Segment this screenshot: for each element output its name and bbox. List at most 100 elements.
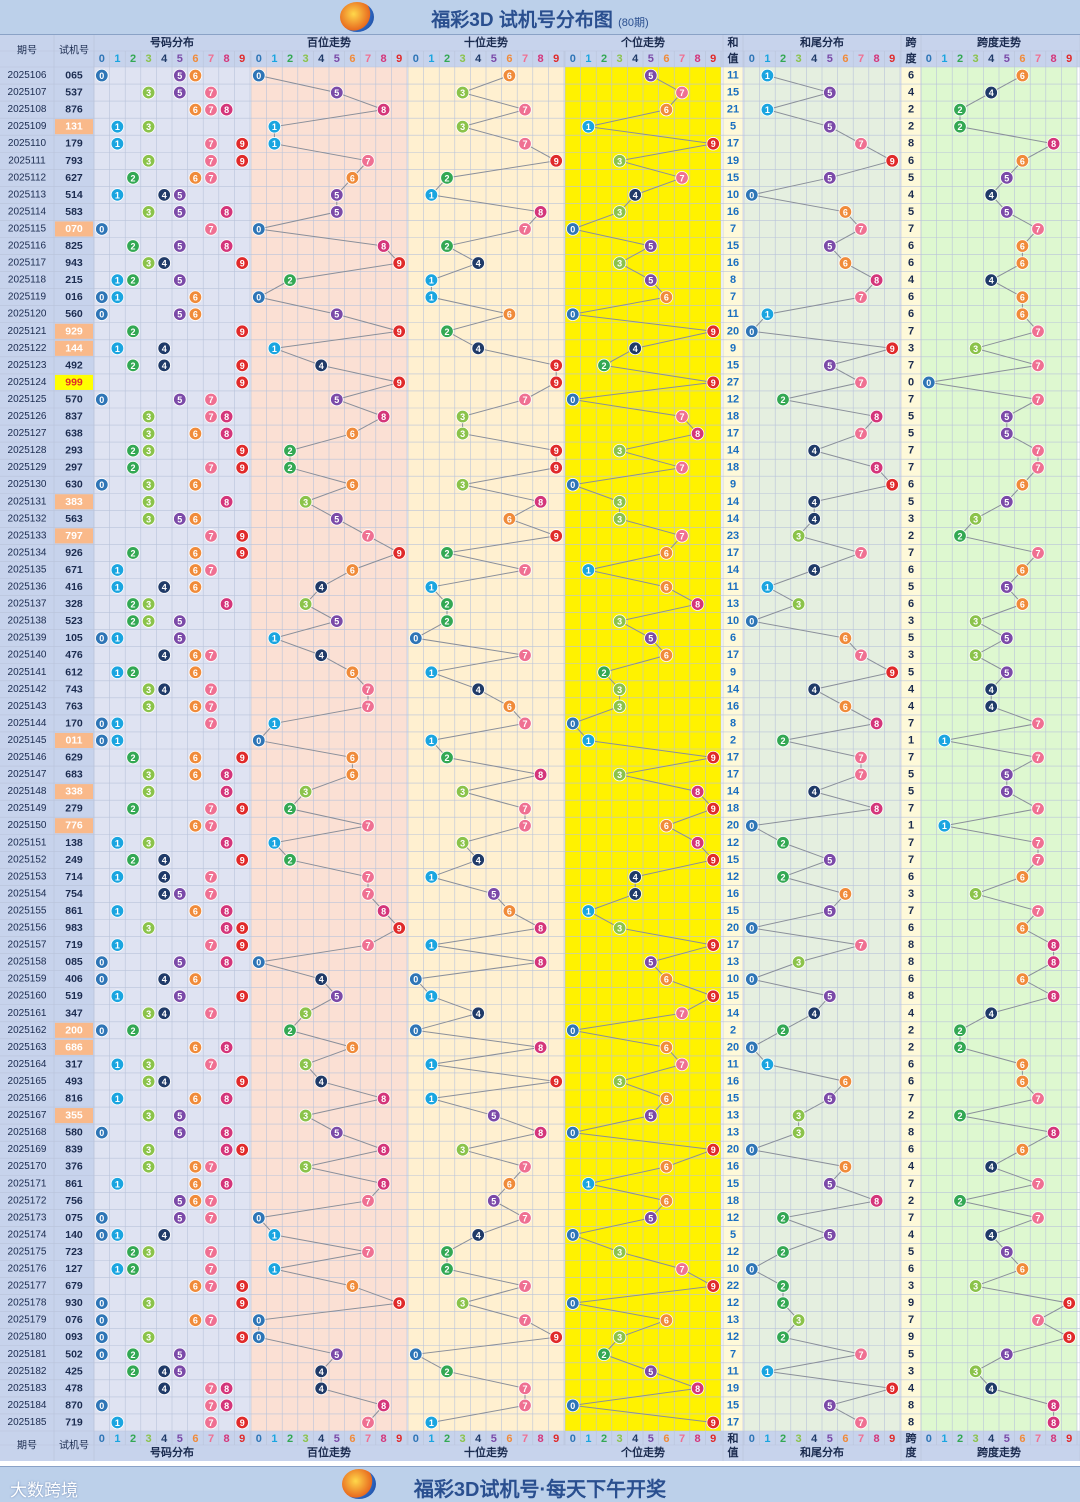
tens-ball: 3: [455, 1296, 470, 1310]
svg-text:7: 7: [1035, 327, 1040, 337]
span-ball: 9: [1062, 1296, 1076, 1310]
tens-ball: 8: [533, 767, 548, 782]
units-ball: 9: [706, 853, 720, 867]
header-digit: 4: [632, 1433, 639, 1445]
header-hund: 百位走势: [307, 1445, 351, 1459]
svg-text:3: 3: [617, 446, 622, 456]
svg-text:9: 9: [240, 1282, 245, 1292]
dist-ball: 6: [188, 1313, 203, 1327]
tail-ball: 6: [838, 256, 853, 270]
hundreds-ball: 3: [298, 1057, 313, 1072]
svg-text:5: 5: [334, 88, 339, 98]
units-ball: 0: [566, 1398, 580, 1413]
svg-text:0: 0: [413, 975, 418, 985]
svg-text:2: 2: [444, 617, 449, 627]
sum-cell: 14: [727, 683, 740, 695]
svg-text:6: 6: [1020, 872, 1025, 882]
svg-text:9: 9: [397, 924, 402, 934]
units-ball: 2: [597, 665, 611, 679]
svg-text:5: 5: [177, 395, 182, 405]
units-ball: 8: [690, 426, 705, 441]
number-highlight: [55, 1108, 93, 1124]
svg-text:0: 0: [256, 958, 261, 968]
tens-ball: 2: [440, 324, 454, 338]
hundreds-ball: 2: [283, 273, 297, 287]
svg-text:1: 1: [115, 293, 120, 303]
svg-text:7: 7: [365, 872, 370, 882]
header-digit: 2: [957, 1433, 963, 1445]
tens-ball: 7: [518, 1160, 532, 1174]
header-digit: 2: [601, 1433, 607, 1445]
header-digit: 0: [99, 53, 105, 65]
svg-text:0: 0: [99, 310, 104, 320]
dist-ball: 3: [141, 1057, 156, 1072]
span-cell: 2: [908, 1041, 914, 1053]
svg-text:2: 2: [444, 1247, 449, 1257]
svg-text:1: 1: [429, 872, 434, 882]
header-digit: 5: [491, 1433, 497, 1445]
svg-text:5: 5: [177, 207, 182, 217]
sum-cell: 12: [727, 1331, 739, 1343]
dist-ball: 2: [126, 801, 140, 816]
period-cell: 2025163: [8, 1042, 47, 1053]
svg-text:0: 0: [99, 1230, 104, 1240]
span-cell: 6: [908, 1263, 914, 1275]
svg-text:1: 1: [272, 344, 277, 354]
header-digit: 3: [796, 53, 802, 65]
span-ball: 6: [1015, 68, 1030, 83]
svg-text:4: 4: [989, 1384, 994, 1394]
svg-text:7: 7: [208, 156, 213, 166]
hundreds-ball: 0: [252, 733, 266, 748]
svg-text:3: 3: [146, 924, 151, 934]
svg-text:4: 4: [476, 344, 481, 354]
svg-text:0: 0: [99, 293, 104, 303]
svg-text:7: 7: [208, 1009, 213, 1019]
svg-text:1: 1: [272, 122, 277, 132]
tens-ball: 3: [455, 478, 470, 492]
svg-text:4: 4: [989, 1230, 994, 1240]
period-cell: 2025148: [8, 786, 47, 797]
svg-text:8: 8: [538, 207, 543, 217]
number-cell: 926: [65, 547, 83, 559]
number-cell: 638: [65, 428, 83, 440]
svg-text:3: 3: [617, 207, 622, 217]
dist-ball: 6: [188, 648, 203, 662]
sum-cell: 13: [727, 956, 739, 968]
svg-text:1: 1: [586, 736, 591, 746]
span-ball: 5: [1000, 171, 1014, 185]
svg-text:4: 4: [633, 872, 638, 882]
dist-ball: 2: [126, 324, 140, 338]
sum-cell: 14: [727, 445, 740, 457]
svg-text:9: 9: [554, 156, 559, 166]
tens-ball: 8: [533, 1040, 548, 1055]
tens-ball: 3: [455, 836, 470, 850]
dist-ball: 3: [141, 767, 156, 782]
tail-ball: 8: [869, 716, 884, 731]
svg-text:3: 3: [460, 429, 465, 439]
hundreds-ball: 4: [314, 1364, 328, 1379]
dist-ball: 7: [204, 648, 218, 662]
dist-ball: 3: [141, 682, 156, 697]
number-highlight: [55, 374, 93, 390]
dist-ball: 9: [235, 921, 249, 935]
svg-text:3: 3: [796, 1128, 801, 1138]
header-span: 跨: [906, 1431, 918, 1445]
tens-ball: 9: [549, 529, 563, 543]
svg-text:2: 2: [957, 1043, 962, 1053]
number-cell: 297: [65, 462, 83, 474]
period-cell: 2025144: [8, 718, 47, 729]
number-cell: 793: [65, 155, 83, 167]
tens-ball: 9: [549, 1330, 563, 1344]
header-digit: 4: [475, 1433, 482, 1445]
svg-text:7: 7: [1035, 1179, 1040, 1189]
tens-ball: 3: [455, 85, 470, 100]
svg-text:0: 0: [99, 1401, 104, 1411]
tail-ball: 3: [791, 529, 806, 543]
sum-cell: 20: [727, 1041, 739, 1053]
number-cell: 011: [66, 734, 83, 746]
svg-text:7: 7: [208, 872, 213, 882]
svg-text:2: 2: [130, 173, 135, 183]
units-ball: 3: [612, 495, 627, 509]
header-digit: 8: [224, 53, 230, 65]
